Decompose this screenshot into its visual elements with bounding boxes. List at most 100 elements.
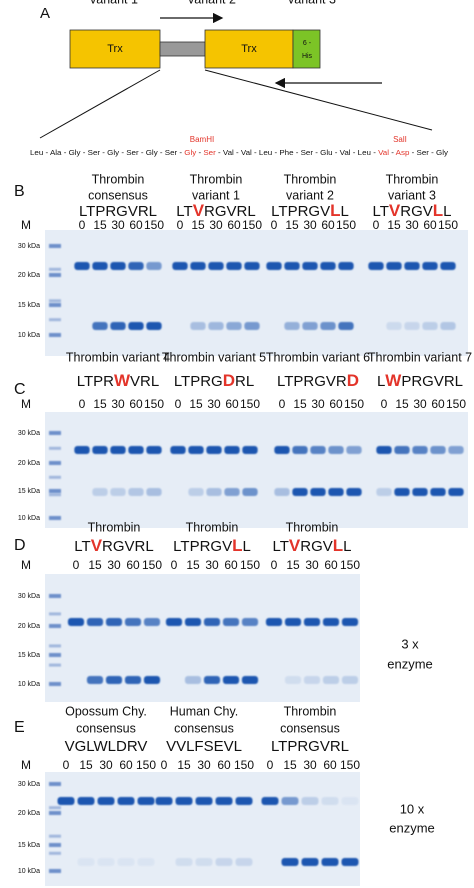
- group-title: Thrombin variant 5: [162, 350, 266, 364]
- marker-band: [49, 663, 61, 667]
- timepoint: 15: [293, 397, 307, 411]
- residue: Gly: [184, 148, 196, 157]
- separator: -: [294, 148, 301, 157]
- protein-band: [376, 446, 392, 454]
- sequence-part: LT: [74, 538, 90, 555]
- timepoint: 150: [144, 218, 164, 232]
- cleaved-band: [422, 322, 438, 330]
- protein-band: [284, 262, 300, 270]
- enzyme-note: enzyme: [387, 656, 433, 671]
- domain-label: Trx: [107, 43, 123, 55]
- timepoint: 60: [324, 558, 338, 572]
- sequence-part: L: [242, 538, 250, 555]
- timepoint: 60: [225, 397, 239, 411]
- protein-band: [67, 618, 85, 626]
- group-title: variant 3: [288, 0, 336, 6]
- cleaved-band: [412, 488, 428, 496]
- group-title: consensus: [88, 188, 148, 202]
- timepoint: 30: [205, 558, 219, 572]
- marker-label: 15 kDa: [18, 488, 40, 495]
- sequence-part: PRGVRL: [401, 373, 463, 390]
- marker-label: 20 kDa: [18, 623, 40, 630]
- protein-band: [143, 618, 161, 626]
- protein-band: [208, 262, 224, 270]
- timepoint: 0: [279, 397, 286, 411]
- timepoint: 0: [381, 397, 388, 411]
- cleaved-band: [137, 858, 155, 866]
- protein-band: [322, 618, 340, 626]
- timepoint: 0: [79, 218, 86, 232]
- cleaved-band: [292, 488, 308, 496]
- gel: [45, 230, 468, 356]
- marker-lane-label: M: [21, 558, 31, 572]
- marker-band: [49, 594, 61, 598]
- protein-band: [224, 446, 240, 454]
- marker-band: [49, 273, 61, 277]
- sequence-part: V: [193, 201, 205, 220]
- cleaved-band: [124, 676, 142, 684]
- cleaved-band: [346, 488, 362, 496]
- protein-band: [110, 262, 126, 270]
- marker-band: [49, 267, 61, 271]
- timepoint: 150: [344, 397, 364, 411]
- cleaved-band: [77, 858, 95, 866]
- marker-band: [49, 843, 61, 847]
- cleaved-band: [208, 322, 224, 330]
- cleavage-sequence: LTPRGVRD: [277, 371, 359, 390]
- timepoint: 15: [177, 758, 191, 772]
- timepoint: 0: [161, 758, 168, 772]
- protein-band: [321, 797, 339, 805]
- residue: Phe: [279, 148, 293, 157]
- cleaved-band: [92, 488, 108, 496]
- sequence-part: V: [389, 201, 401, 220]
- protein-band: [77, 797, 95, 805]
- group-title: Thrombin: [284, 704, 337, 718]
- group-title: variant 2: [188, 0, 236, 6]
- cleaved-band: [128, 322, 144, 330]
- group-title: variant 3: [388, 188, 436, 202]
- protein-band: [190, 262, 206, 270]
- panel-label: B: [14, 183, 25, 200]
- protein-band: [440, 262, 456, 270]
- panel-label: D: [14, 537, 26, 554]
- timepoint: 15: [93, 218, 107, 232]
- cleaved-band: [302, 322, 318, 330]
- timepoint: 15: [283, 758, 297, 772]
- protein-band: [404, 262, 420, 270]
- sequence-part: RGVRL: [102, 538, 154, 555]
- timepoint: 60: [423, 218, 437, 232]
- tag-label: 6 -: [303, 40, 312, 47]
- timepoint: 15: [285, 218, 299, 232]
- separator: -: [158, 148, 165, 157]
- sequence-part: VRL: [130, 373, 159, 390]
- sequence-part: LT: [273, 538, 289, 555]
- timepoint: 30: [305, 558, 319, 572]
- protein-band: [284, 618, 302, 626]
- sequence-part: L: [330, 201, 340, 220]
- protein-band: [105, 618, 123, 626]
- cleavage-sequence: VGLWLDRV: [65, 738, 148, 755]
- cleaved-band: [328, 488, 344, 496]
- sequence-part: LTPR: [77, 373, 114, 390]
- cleaved-band: [226, 322, 242, 330]
- timepoint: 0: [73, 558, 80, 572]
- panel-label: C: [14, 381, 26, 398]
- protein-band: [422, 262, 438, 270]
- sequence-part: LTPRGVRL: [79, 203, 157, 220]
- sequence-part: W: [385, 371, 402, 390]
- timepoint: 150: [340, 758, 360, 772]
- cleaved-band: [376, 488, 392, 496]
- timepoint: 150: [240, 558, 260, 572]
- marker-band: [49, 516, 61, 520]
- timepoint: 30: [107, 558, 121, 572]
- protein-band: [328, 446, 344, 454]
- group-title: Thrombin: [92, 172, 145, 186]
- marker-label: 15 kDa: [18, 652, 40, 659]
- cleaved-band: [274, 488, 290, 496]
- separator: -: [177, 148, 184, 157]
- marker-band: [49, 624, 61, 628]
- protein-band: [110, 446, 126, 454]
- residue: Ser: [88, 148, 101, 157]
- cleaved-band: [128, 488, 144, 496]
- separator: -: [43, 148, 50, 157]
